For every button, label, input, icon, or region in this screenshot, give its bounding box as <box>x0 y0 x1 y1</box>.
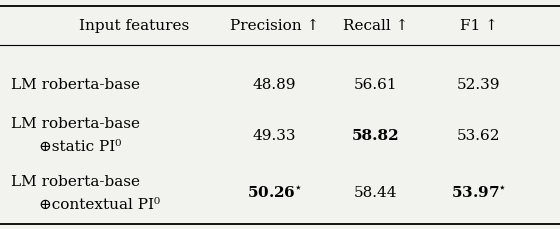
Text: 50.26$^\mathbf{\star}$: 50.26$^\mathbf{\star}$ <box>247 184 302 201</box>
Text: F1 ↑: F1 ↑ <box>460 19 498 33</box>
Text: Input features: Input features <box>80 19 189 33</box>
Text: ⊕contextual PI⁰: ⊕contextual PI⁰ <box>39 197 160 211</box>
Text: 52.39: 52.39 <box>457 78 501 92</box>
Text: 49.33: 49.33 <box>253 128 296 142</box>
Text: LM roberta-base: LM roberta-base <box>11 78 140 92</box>
Text: 53.62: 53.62 <box>457 128 501 142</box>
Text: 48.89: 48.89 <box>253 78 296 92</box>
Text: LM roberta-base: LM roberta-base <box>11 174 140 188</box>
Text: ⊕static PI⁰: ⊕static PI⁰ <box>39 140 122 153</box>
Text: 56.61: 56.61 <box>353 78 397 92</box>
Text: 58.82: 58.82 <box>351 128 399 142</box>
Text: 58.44: 58.44 <box>353 185 397 199</box>
Text: LM roberta-base: LM roberta-base <box>11 117 140 131</box>
Text: Precision ↑: Precision ↑ <box>230 19 319 33</box>
Text: 53.97$^\mathbf{\star}$: 53.97$^\mathbf{\star}$ <box>451 184 507 201</box>
Text: Recall ↑: Recall ↑ <box>343 19 408 33</box>
